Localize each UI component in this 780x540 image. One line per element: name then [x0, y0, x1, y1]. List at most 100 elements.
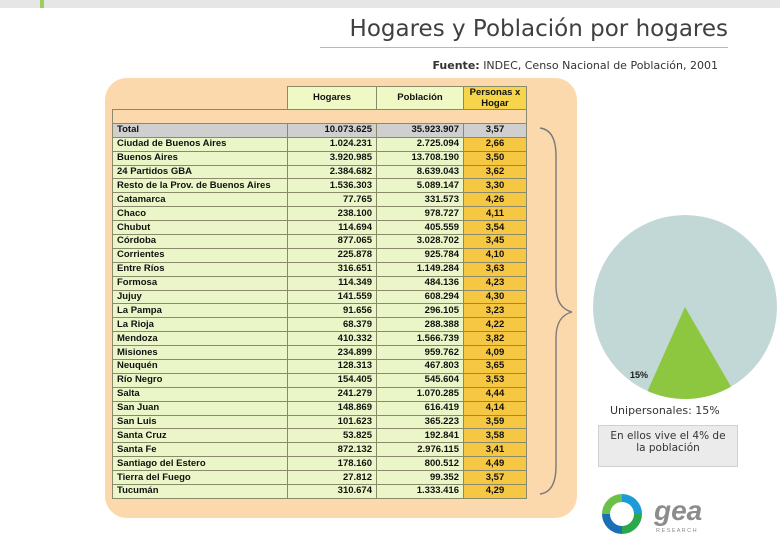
- province-name: Santa Cruz: [112, 428, 288, 444]
- province-name: Santa Fe: [112, 442, 288, 458]
- hogares-value: 310.674: [287, 484, 377, 499]
- poblacion-value: 3.028.702: [376, 234, 464, 249]
- slide-title: Hogares y Población por hogares: [349, 16, 728, 42]
- personas-value: 4,10: [463, 247, 527, 263]
- note-line2: la población: [636, 442, 700, 454]
- source-note: Fuente: INDEC, Censo Nacional de Poblaci…: [432, 59, 718, 72]
- table-row: Tierra del Fuego 27.812 99.352 3,57: [112, 470, 527, 486]
- province-name: Tucumán: [112, 484, 288, 499]
- hogares-value: 3.920.985: [287, 150, 377, 166]
- swirl-logo-icon: [602, 494, 642, 534]
- poblacion-value: 365.223: [376, 414, 464, 430]
- poblacion-value: 2.725.094: [376, 136, 464, 152]
- province-name: Resto de la Prov. de Buenos Aires: [112, 178, 288, 194]
- table-row: Río Negro 154.405 545.604 3,53: [112, 372, 527, 388]
- table-row: Neuquén 128.313 467.803 3,65: [112, 359, 527, 374]
- personas-value: 4,26: [463, 192, 527, 208]
- poblacion-value: 800.512: [376, 456, 464, 472]
- personas-value: 3,53: [463, 372, 527, 388]
- province-name: Corrientes: [112, 247, 288, 263]
- hogares-value: 225.878: [287, 247, 377, 263]
- hogares-value: 877.065: [287, 234, 377, 249]
- hogares-value: 178.160: [287, 456, 377, 472]
- personas-value: 4,14: [463, 400, 527, 416]
- table-row: Santa Cruz 53.825 192.841 3,58: [112, 428, 527, 444]
- poblacion-value: 288.388: [376, 317, 464, 333]
- poblacion-value: 1.566.739: [376, 331, 464, 347]
- poblacion-value: 484.136: [376, 275, 464, 291]
- personas-value: 4,09: [463, 345, 527, 361]
- poblacion-value: 405.559: [376, 220, 464, 236]
- poblacion-value: 99.352: [376, 470, 464, 486]
- table-row: Santa Fe 872.132 2.976.115 3,41: [112, 442, 527, 458]
- province-name: Chaco: [112, 206, 288, 222]
- table-row: La Rioja 68.379 288.388 4,22: [112, 317, 527, 333]
- table-row: San Juan 148.869 616.419 4,14: [112, 400, 527, 416]
- personas-value: 4,44: [463, 386, 527, 402]
- pie-slice-label: 15%: [630, 370, 649, 380]
- table-row: Formosa 114.349 484.136 4,23: [112, 275, 527, 291]
- province-name: La Rioja: [112, 317, 288, 333]
- province-name: Córdoba: [112, 234, 288, 249]
- hogares-value: 316.651: [287, 261, 377, 277]
- header-hogares: Hogares: [287, 86, 377, 110]
- personas-value: 4,23: [463, 275, 527, 291]
- hogares-value: 154.405: [287, 372, 377, 388]
- poblacion-value: 1.070.285: [376, 386, 464, 402]
- brace-icon: [539, 127, 573, 495]
- pie-chart: [593, 215, 777, 399]
- poblacion-value: 608.294: [376, 289, 464, 305]
- personas-value: 3,63: [463, 261, 527, 277]
- personas-value: 3,50: [463, 150, 527, 166]
- province-name: Entre Ríos: [112, 261, 288, 277]
- table-header-row: Hogares Población Personas x Hogar: [113, 86, 527, 110]
- poblacion-value: 1.333.416: [376, 484, 464, 499]
- header-poblacion: Población: [376, 86, 464, 110]
- hogares-value: 101.623: [287, 414, 377, 430]
- table-row: Entre Ríos 316.651 1.149.284 3,63: [112, 261, 527, 277]
- hogares-value: 410.332: [287, 331, 377, 347]
- table-row: Jujuy 141.559 608.294 4,30: [112, 289, 527, 305]
- hogares-value: 114.694: [287, 220, 377, 236]
- poblacion-value: 616.419: [376, 400, 464, 416]
- hogares-value: 68.379: [287, 317, 377, 333]
- personas-value: 4,11: [463, 206, 527, 222]
- pie-highlight-slice: [647, 307, 731, 399]
- gea-logo: gea R E S E A R C H: [602, 494, 702, 534]
- table-row: Corrientes 225.878 925.784 4,10: [112, 247, 527, 263]
- personas-value: 3,82: [463, 331, 527, 347]
- hogares-value: 114.349: [287, 275, 377, 291]
- table-row: Catamarca 77.765 331.573 4,26: [112, 192, 527, 208]
- table-row: Misiones 234.899 959.762 4,09: [112, 345, 527, 361]
- personas-value: 3,65: [463, 359, 527, 374]
- province-name: Tierra del Fuego: [112, 470, 288, 486]
- province-name: Mendoza: [112, 331, 288, 347]
- personas-value: 3,58: [463, 428, 527, 444]
- province-name: 24 Partidos GBA: [112, 164, 288, 180]
- province-name: Formosa: [112, 275, 288, 291]
- table-row: Chaco 238.100 978.727 4,11: [112, 206, 527, 222]
- total-name: Total: [112, 122, 288, 138]
- source-label: Fuente:: [432, 59, 480, 72]
- poblacion-value: 1.149.284: [376, 261, 464, 277]
- poblacion-value: 959.762: [376, 345, 464, 361]
- hogares-value: 53.825: [287, 428, 377, 444]
- hogares-value: 128.313: [287, 359, 377, 374]
- unipersonales-label: Unipersonales: 15%: [610, 404, 720, 417]
- personas-value: 3,45: [463, 234, 527, 249]
- top-bar: [0, 0, 780, 8]
- personas-value: 2,66: [463, 136, 527, 152]
- province-name: Jujuy: [112, 289, 288, 305]
- poblacion-value: 8.639.043: [376, 164, 464, 180]
- header-personas: Personas x Hogar: [463, 86, 527, 110]
- table-row-total: Total 10.073.625 35.923.907 3,57: [112, 122, 527, 138]
- table-row: Buenos Aires 3.920.985 13.708.190 3,50: [112, 150, 527, 166]
- province-name: San Juan: [112, 400, 288, 416]
- province-name: Ciudad de Buenos Aires: [112, 136, 288, 152]
- province-name: San Luis: [112, 414, 288, 430]
- hogares-value: 1.536.303: [287, 178, 377, 194]
- table-row: Ciudad de Buenos Aires 1.024.231 2.725.094…: [112, 136, 527, 152]
- poblacion-value: 296.105: [376, 303, 464, 319]
- table-row: Resto de la Prov. de Buenos Aires 1.536.3…: [112, 178, 527, 194]
- poblacion-value: 545.604: [376, 372, 464, 388]
